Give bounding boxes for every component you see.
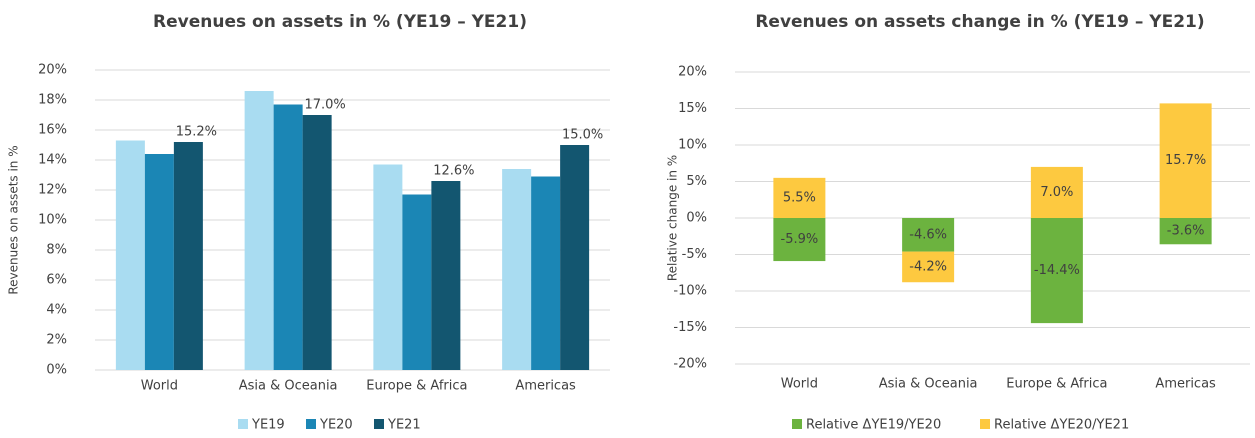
legend-swatch bbox=[306, 419, 316, 429]
y-tick-label: 0% bbox=[46, 363, 67, 378]
y-tick-label: -10% bbox=[673, 284, 707, 299]
y-tick-label: 10% bbox=[678, 138, 707, 153]
y-tick-label: 14% bbox=[38, 153, 67, 168]
x-tick-label: Americas bbox=[1155, 377, 1216, 392]
bar bbox=[531, 176, 561, 370]
data-label: -5.9% bbox=[781, 232, 819, 247]
data-label: 12.6% bbox=[433, 164, 474, 179]
legend-swatch bbox=[792, 419, 802, 429]
data-label: 15.2% bbox=[176, 125, 217, 140]
legend-label: YE21 bbox=[387, 418, 421, 433]
bar bbox=[373, 164, 403, 370]
bar-segment bbox=[902, 251, 955, 283]
legend-label: YE20 bbox=[319, 418, 353, 433]
x-tick-label: World bbox=[781, 377, 818, 392]
data-label: -14.4% bbox=[1034, 263, 1080, 278]
bar-segment bbox=[1159, 103, 1212, 218]
y-tick-label: 15% bbox=[678, 101, 707, 116]
data-label: 15.0% bbox=[562, 128, 603, 143]
legend-swatch bbox=[238, 419, 248, 429]
y-tick-label: 5% bbox=[686, 174, 707, 189]
legend-swatch bbox=[980, 419, 990, 429]
y-tick-label: 12% bbox=[38, 183, 67, 198]
y-axis-label: Relative change in % bbox=[666, 155, 680, 281]
y-tick-label: 4% bbox=[46, 303, 67, 318]
bar-segment bbox=[773, 218, 826, 262]
bar-segment bbox=[902, 218, 955, 252]
legend-swatch bbox=[374, 419, 384, 429]
y-tick-label: -20% bbox=[673, 357, 707, 372]
bar-segment bbox=[773, 177, 826, 218]
y-tick-label: 0% bbox=[686, 211, 707, 226]
y-axis-label: Revenues on assets in % bbox=[7, 145, 21, 294]
y-tick-label: -5% bbox=[682, 247, 707, 262]
y-tick-label: 20% bbox=[38, 63, 67, 78]
bar bbox=[560, 145, 590, 370]
x-tick-label: Americas bbox=[515, 379, 576, 394]
legend-label: Relative ΔYE19/YE20 bbox=[806, 418, 941, 433]
y-tick-label: 16% bbox=[38, 123, 67, 138]
data-label: -4.2% bbox=[909, 259, 947, 274]
y-tick-label: 8% bbox=[46, 243, 67, 258]
data-label: 7.0% bbox=[1040, 185, 1073, 200]
bar bbox=[302, 115, 332, 370]
y-tick-label: -15% bbox=[673, 320, 707, 335]
bar bbox=[173, 142, 203, 370]
bar bbox=[502, 169, 532, 370]
bar bbox=[273, 104, 303, 370]
y-tick-label: 20% bbox=[678, 65, 707, 80]
y-tick-label: 6% bbox=[46, 273, 67, 288]
legend-label: YE19 bbox=[251, 418, 285, 433]
bar bbox=[115, 140, 145, 370]
bar-segment bbox=[1159, 218, 1212, 245]
bar-segment bbox=[1030, 166, 1083, 218]
y-tick-label: 10% bbox=[38, 213, 67, 228]
bar bbox=[402, 194, 432, 370]
chart-title: Revenues on assets in % (YE19 – YE21) bbox=[153, 12, 527, 32]
chart-title: Revenues on assets change in % (YE19 – Y… bbox=[755, 12, 1204, 32]
data-label: 15.7% bbox=[1165, 153, 1206, 168]
bar bbox=[244, 91, 274, 370]
bar-segment bbox=[1030, 218, 1083, 324]
x-tick-label: Asia & Oceania bbox=[879, 377, 978, 392]
bar bbox=[431, 181, 461, 370]
x-tick-label: Europe & Africa bbox=[366, 379, 467, 394]
data-label: 17.0% bbox=[304, 98, 345, 113]
data-label: 5.5% bbox=[783, 190, 816, 205]
legend-label: Relative ΔYE20/YE21 bbox=[994, 418, 1129, 433]
x-tick-label: Europe & Africa bbox=[1006, 377, 1107, 392]
x-tick-label: Asia & Oceania bbox=[239, 379, 338, 394]
bar bbox=[144, 154, 174, 370]
x-tick-label: World bbox=[141, 379, 178, 394]
y-tick-label: 18% bbox=[38, 93, 67, 108]
data-label: -4.6% bbox=[909, 227, 947, 242]
data-label: -3.6% bbox=[1167, 224, 1205, 239]
y-tick-label: 2% bbox=[46, 333, 67, 348]
